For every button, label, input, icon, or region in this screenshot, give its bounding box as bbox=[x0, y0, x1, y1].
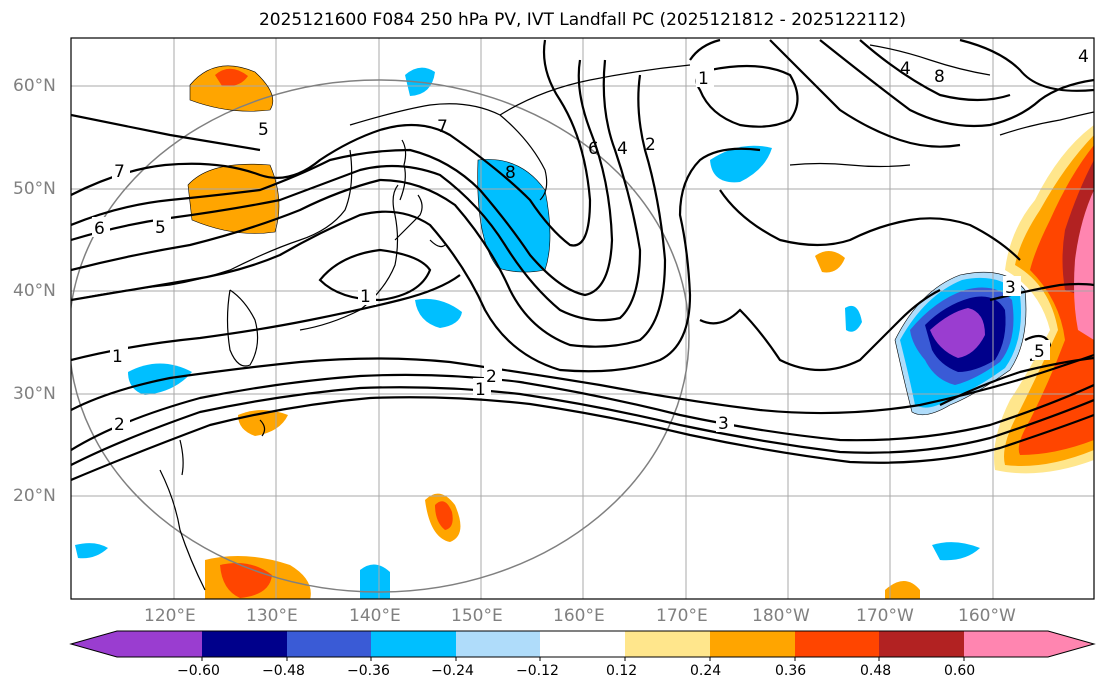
svg-text:2: 2 bbox=[486, 367, 497, 387]
colorbar-segments bbox=[71, 631, 1094, 661]
colorbar-outline bbox=[69, 630, 1096, 658]
colorbar-segment bbox=[795, 631, 879, 657]
shading-outlines bbox=[187, 65, 1027, 416]
svg-text:8: 8 bbox=[505, 163, 516, 183]
svg-text:4: 4 bbox=[900, 59, 911, 79]
svg-text:6: 6 bbox=[94, 219, 105, 239]
lon-label-170e: 170°E bbox=[656, 606, 708, 626]
lat-label-40n: 40°N bbox=[13, 281, 56, 301]
lon-label-140e: 140°E bbox=[349, 606, 401, 626]
colorbar-tick-label: −0.60 bbox=[177, 663, 220, 679]
lat-label-30n: 30°N bbox=[13, 384, 56, 404]
svg-text:5: 5 bbox=[1034, 342, 1045, 362]
colorbar-tick-label: −0.24 bbox=[431, 663, 474, 679]
colorbar-tick-label: 0.12 bbox=[606, 663, 638, 679]
colorbar-segment bbox=[710, 631, 795, 657]
colorbar-tick-label: 0.36 bbox=[775, 663, 807, 679]
contour-labels: 7 6 5 5 1 1 2 1 2 3 7 8 6 4 2 1 4 8 3 5 … bbox=[92, 47, 1089, 435]
svg-text:7: 7 bbox=[437, 117, 448, 137]
colorbar-tick-label: 0.48 bbox=[860, 663, 892, 679]
svg-text:1: 1 bbox=[112, 347, 123, 367]
svg-text:5: 5 bbox=[258, 120, 269, 140]
colorbar-segment bbox=[625, 631, 710, 657]
svg-text:1: 1 bbox=[360, 287, 371, 307]
lat-lon-grid bbox=[71, 38, 1094, 599]
svg-text:3: 3 bbox=[718, 414, 729, 434]
svg-text:2: 2 bbox=[645, 135, 656, 155]
colorbar-segment bbox=[202, 631, 287, 657]
svg-text:4: 4 bbox=[617, 139, 628, 159]
svg-text:7: 7 bbox=[114, 162, 125, 182]
colorbar-segment bbox=[879, 631, 964, 657]
pv-ivt-map: 7 6 5 5 1 1 2 1 2 3 7 8 6 4 2 1 4 8 3 5 … bbox=[70, 37, 1095, 600]
lon-label-120e: 120°E bbox=[144, 606, 196, 626]
lon-label-170w: 170°W bbox=[856, 606, 914, 626]
lon-label-160w: 160°W bbox=[958, 606, 1016, 626]
pv-contours bbox=[71, 38, 1094, 482]
colorbar-tick-label: −0.12 bbox=[516, 663, 559, 679]
svg-text:6: 6 bbox=[588, 139, 599, 159]
landfall-radius-circle bbox=[71, 79, 690, 593]
colorbar-segment bbox=[287, 631, 371, 657]
svg-text:1: 1 bbox=[698, 69, 709, 89]
map-title: 2025121600 F084 250 hPa PV, IVT Landfall… bbox=[258, 10, 906, 30]
colorbar-tick-label: 0.60 bbox=[944, 663, 976, 679]
colorbar-tick-label: 0.24 bbox=[690, 663, 722, 679]
colorbar-segment bbox=[371, 631, 456, 657]
svg-text:2: 2 bbox=[114, 415, 125, 435]
svg-text:3: 3 bbox=[1005, 278, 1016, 298]
lat-label-60n: 60°N bbox=[13, 76, 56, 96]
lon-label-180w: 180°W bbox=[752, 606, 810, 626]
colorbar-segment bbox=[540, 631, 625, 657]
svg-text:4: 4 bbox=[1078, 47, 1089, 67]
svg-text:5: 5 bbox=[155, 218, 166, 238]
colorbar-segment bbox=[964, 631, 1094, 657]
colorbar-tick-label: −0.36 bbox=[347, 663, 390, 679]
lat-label-50n: 50°N bbox=[13, 179, 56, 199]
svg-text:8: 8 bbox=[934, 67, 945, 87]
colorbar-tick-label: −0.48 bbox=[262, 663, 305, 679]
colorbar-segment bbox=[71, 631, 202, 657]
lon-label-130e: 130°E bbox=[246, 606, 298, 626]
svg-text:1: 1 bbox=[475, 380, 486, 400]
lon-label-160e: 160°E bbox=[553, 606, 605, 626]
lat-label-20n: 20°N bbox=[13, 486, 56, 506]
colorbar-segment bbox=[456, 631, 540, 657]
pc-shading bbox=[75, 65, 1094, 599]
map-frame bbox=[70, 37, 1095, 600]
lon-label-150e: 150°E bbox=[451, 606, 503, 626]
